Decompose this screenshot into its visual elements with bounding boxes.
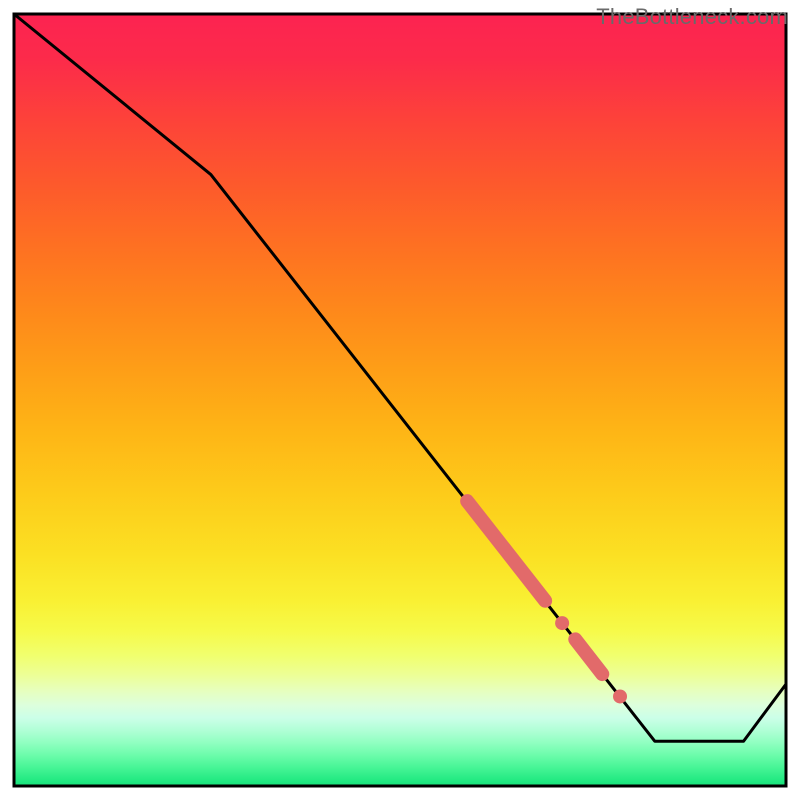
highlight-dot: [613, 689, 627, 703]
highlight-dot: [555, 616, 569, 630]
plot-background: [14, 14, 786, 786]
chart-container: TheBottleneck.com: [0, 0, 800, 800]
watermark-text: TheBottleneck.com: [596, 4, 788, 30]
chart-svg: [0, 0, 800, 800]
